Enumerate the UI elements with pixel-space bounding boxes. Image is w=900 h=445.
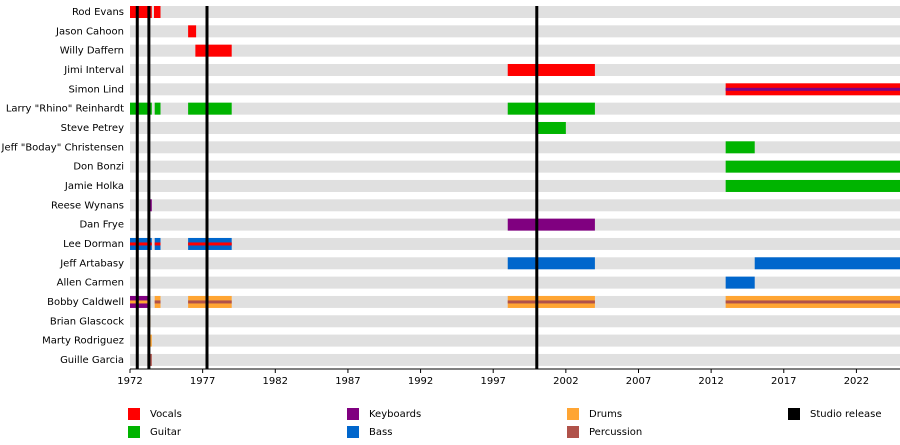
row-band — [130, 160, 900, 173]
row-band — [130, 25, 900, 38]
member-name: Jeff Artabasy — [59, 258, 124, 269]
row-band — [130, 199, 900, 212]
tenure-bar — [507, 218, 595, 231]
x-tick-label: 2002 — [553, 376, 578, 387]
row-band — [130, 353, 900, 366]
member-name: Willy Daffern — [60, 46, 124, 57]
tenure-bar — [130, 6, 152, 18]
x-tick-label: 1997 — [480, 376, 505, 387]
member-name: Jamie Holka — [64, 181, 124, 192]
row-band — [130, 315, 900, 328]
member-name: Dan Frye — [79, 220, 124, 231]
member-name: Allen Carmen — [57, 278, 124, 289]
tenure-bar — [188, 25, 197, 38]
legend-label: Vocals — [150, 409, 182, 420]
tenure-bar — [725, 160, 900, 173]
tenure-bar — [195, 44, 232, 57]
x-tick-label: 2022 — [844, 376, 869, 387]
tenure-bar — [754, 257, 900, 270]
row-band — [130, 179, 900, 192]
legend-swatch — [128, 426, 140, 438]
row-band — [130, 6, 900, 18]
tenure-bar — [153, 6, 161, 18]
row-band — [130, 276, 900, 289]
tenure-stripe — [130, 300, 149, 304]
tenure-stripe — [188, 242, 232, 246]
tenure-bar — [536, 121, 566, 134]
member-name: Simon Lind — [68, 84, 124, 95]
tenure-stripe — [154, 242, 161, 246]
tenure-bar — [507, 257, 595, 270]
member-name: Jimi Interval — [63, 65, 124, 76]
member-name: Jeff "Boday" Christensen — [1, 142, 124, 153]
legend-swatch — [567, 426, 579, 438]
legend-label: Studio release — [810, 409, 882, 420]
member-name: Bobby Caldwell — [47, 297, 124, 308]
tenure-stripe — [130, 242, 152, 246]
legend-label: Bass — [369, 427, 392, 438]
member-name: Jason Cahoon — [55, 26, 124, 37]
tenure-bar — [725, 141, 755, 154]
tenure-bar — [154, 102, 161, 115]
tenure-bar — [725, 276, 755, 289]
x-tick-label: 1972 — [117, 376, 142, 387]
tenure-stripe — [188, 300, 232, 304]
legend-label: Drums — [589, 409, 622, 420]
member-name: Don Bonzi — [73, 162, 124, 173]
legend-label: Guitar — [150, 427, 182, 438]
tenure-bar — [507, 102, 595, 115]
row-band — [130, 83, 900, 96]
tenure-bar — [725, 179, 900, 192]
member-name: Larry "Rhino" Reinhardt — [6, 104, 124, 115]
tenure-stripe — [507, 300, 595, 304]
row-band — [130, 237, 900, 250]
member-name: Marty Rodriguez — [42, 336, 124, 347]
tenure-stripe — [725, 87, 900, 91]
x-tick-label: 1977 — [190, 376, 215, 387]
member-name: Lee Dorman — [63, 239, 124, 250]
tenure-stripe — [154, 300, 161, 304]
tenure-stripe — [725, 300, 900, 304]
legend-swatch — [347, 426, 359, 438]
x-tick-label: 1987 — [335, 376, 360, 387]
x-tick-label: 2012 — [698, 376, 723, 387]
row-band — [130, 121, 900, 134]
legend-swatch — [347, 408, 359, 420]
x-tick-label: 1982 — [263, 376, 288, 387]
member-name: Steve Petrey — [61, 123, 124, 134]
legend-swatch — [788, 408, 800, 420]
x-tick-label: 2007 — [626, 376, 651, 387]
legend-label: Percussion — [589, 427, 642, 438]
member-name: Reese Wynans — [51, 200, 124, 211]
member-name: Rod Evans — [72, 7, 124, 18]
legend-label: Keyboards — [369, 409, 421, 420]
member-name: Guille Garcia — [60, 355, 124, 366]
tenure-bar — [188, 102, 232, 115]
x-tick-label: 1992 — [408, 376, 433, 387]
row-band — [130, 334, 900, 347]
member-name: Brian Glascock — [50, 316, 124, 327]
legend-swatch — [567, 408, 579, 420]
x-tick-label: 2017 — [771, 376, 796, 387]
row-band — [130, 141, 900, 154]
tenure-bar — [130, 102, 152, 115]
row-band — [130, 44, 900, 57]
tenure-bar — [507, 63, 595, 76]
legend-swatch — [128, 408, 140, 420]
